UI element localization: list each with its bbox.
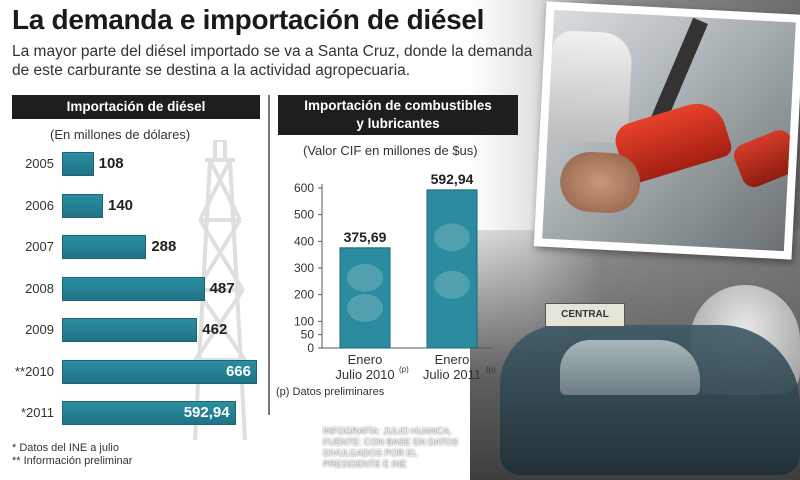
- credit-text: INFOGRAFÍA: JULIO HUANCA, FUENTE: CON BA…: [323, 426, 459, 469]
- year-label: *2011: [20, 405, 54, 420]
- y-tick-label: 200: [294, 288, 314, 302]
- fuel-value-label: 375,69: [344, 229, 387, 245]
- y-tick-label: 0: [307, 341, 314, 355]
- taxi-windshield: [560, 340, 700, 395]
- diesel-value-label: 140: [107, 196, 134, 214]
- barrel-icon: [347, 293, 383, 322]
- taxi-sign: CENTRAL: [545, 303, 625, 327]
- diesel-value-label: 288: [151, 238, 177, 255]
- diesel-bar: [62, 359, 257, 384]
- page-subtitle: La mayor parte del diésel importado se v…: [12, 43, 533, 79]
- x-category-label: Julio 2011: [423, 367, 481, 382]
- x-category-superscript: (p): [399, 365, 409, 374]
- left-panel-header: Importación de diésel: [12, 95, 260, 119]
- fuel-nozzle-photo: [533, 1, 800, 260]
- oil-derrick-icon: [193, 140, 247, 440]
- x-category-label: Enero: [435, 352, 470, 367]
- right-panel-unit: (Valor CIF en millones de $us): [303, 143, 478, 158]
- fuel-value-label: 592,94: [431, 171, 474, 187]
- diesel-bar: [62, 193, 103, 218]
- diesel-value-label: 666: [225, 362, 251, 380]
- x-category-label: Julio 2010: [335, 367, 394, 382]
- hand-photo-detail: [558, 150, 642, 215]
- barrel-icon: [434, 270, 470, 299]
- year-label: **2010: [14, 363, 54, 379]
- year-label: 2008: [25, 280, 54, 296]
- year-label: 2009: [25, 322, 54, 337]
- diesel-bar: [62, 235, 147, 259]
- y-tick-label: 400: [294, 234, 314, 248]
- barrel-icon: [347, 263, 383, 292]
- second-nozzle-photo-detail: [730, 126, 796, 191]
- right-panel-header-line1: Importación de combustibles: [304, 98, 492, 113]
- left-panel-unit: (En millones de dólares): [50, 127, 191, 142]
- diesel-bar: [62, 152, 94, 176]
- y-tick-label: 300: [294, 261, 314, 275]
- x-category-label: Enero: [348, 352, 383, 367]
- diesel-value-label: 108: [98, 155, 124, 172]
- x-category-superscript: (p): [486, 365, 496, 374]
- preliminary-note: (p) Datos preliminares: [276, 386, 385, 398]
- page-title: La demanda e importación de diésel: [12, 4, 485, 35]
- right-panel-header-line2: y lubricantes: [356, 116, 440, 131]
- y-tick-label: 600: [294, 181, 314, 195]
- fuel-bar: [426, 189, 478, 349]
- barrel-icon: [434, 223, 470, 252]
- y-tick-label: 500: [294, 208, 314, 222]
- diesel-value-label: 462: [202, 321, 228, 338]
- diesel-bar: [62, 318, 198, 342]
- panel-divider: [268, 95, 270, 415]
- year-label: 2006: [25, 197, 54, 213]
- footnote-2: ** Información preliminar: [12, 455, 133, 467]
- diesel-bar: [62, 276, 205, 301]
- y-tick-label: 100: [294, 314, 314, 328]
- diesel-bar: [62, 401, 236, 425]
- footnote-1: * Datos del INE a julio: [12, 442, 119, 454]
- diesel-value-label: 592,94: [183, 404, 230, 421]
- year-label: 2007: [25, 239, 54, 254]
- fuel-bar: [339, 247, 391, 349]
- footnotes: * Datos del INE a julio ** Información p…: [12, 442, 132, 468]
- y-tick-label: 50: [301, 328, 315, 342]
- year-label: 2005: [25, 156, 54, 171]
- diesel-value-label: 487: [209, 279, 235, 297]
- right-panel-header: Importación de combustibles y lubricante…: [278, 95, 518, 135]
